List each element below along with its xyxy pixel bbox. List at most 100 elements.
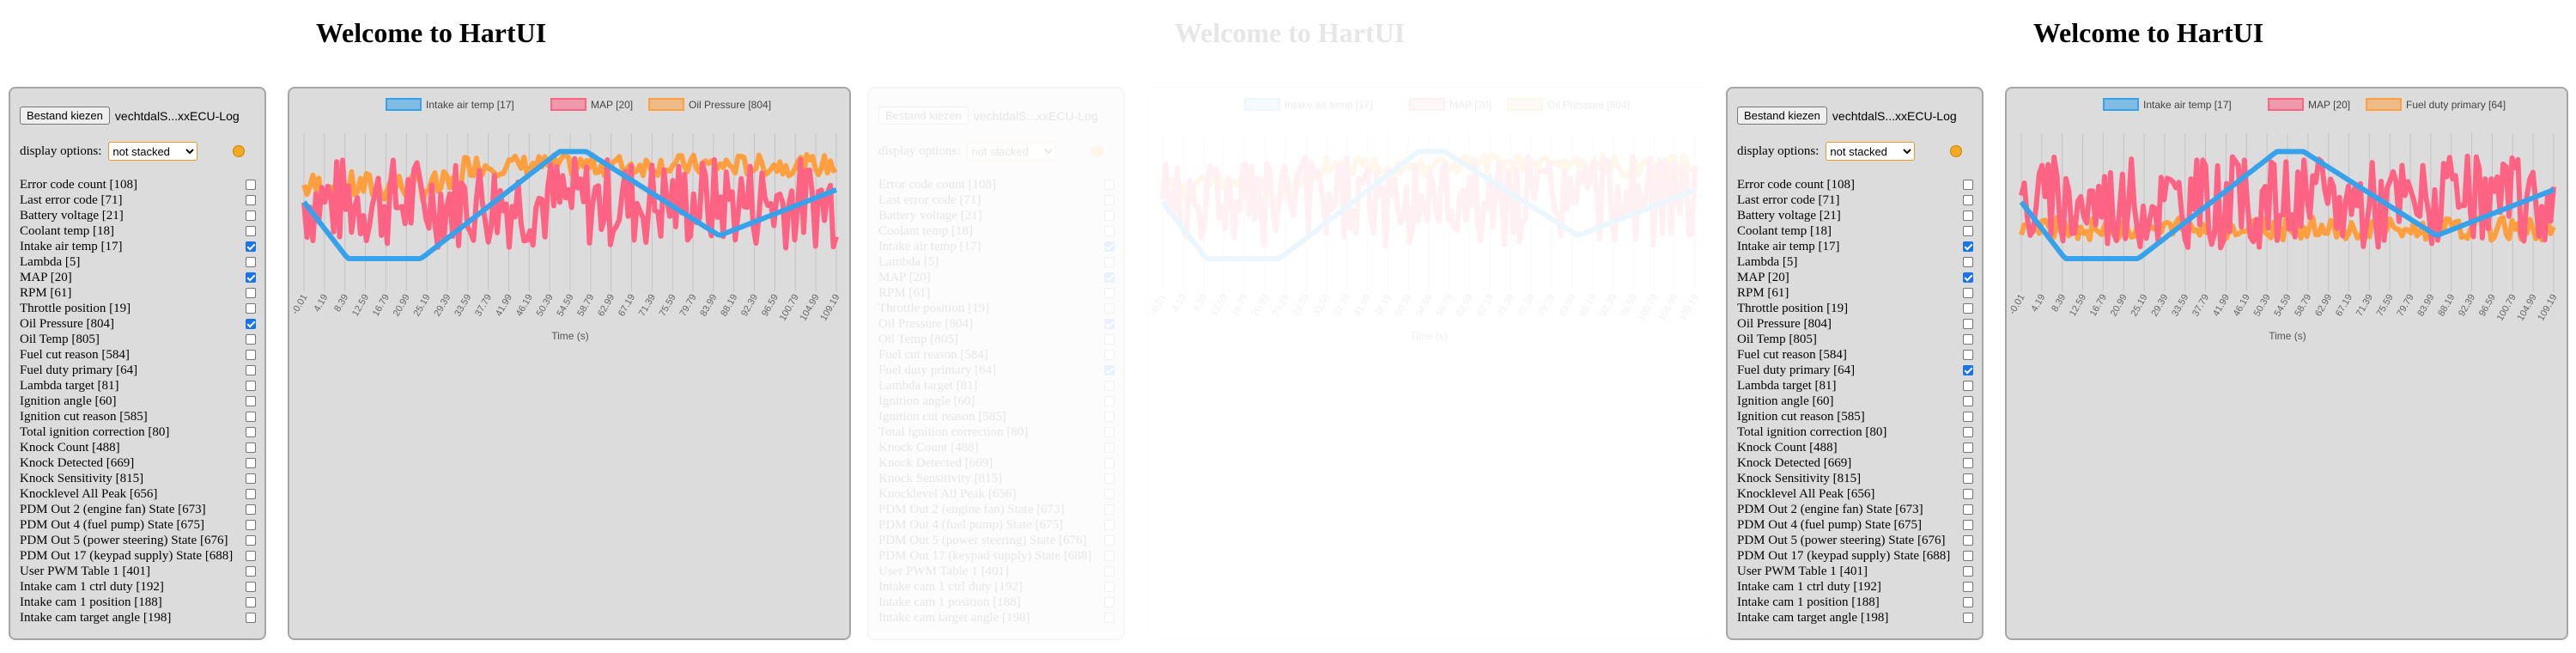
channel-checkbox[interactable] [246,535,256,546]
channel-row[interactable]: PDM Out 4 (fuel pump) State [675] [20,517,256,533]
channel-checkbox[interactable] [1104,613,1115,623]
channel-row[interactable]: Knocklevel All Peak [656] [20,486,256,502]
channel-checkbox[interactable] [1963,458,1973,468]
channel-checkbox[interactable] [246,257,256,267]
channel-checkbox[interactable] [1963,504,1973,515]
channel-checkbox[interactable] [246,195,256,205]
channel-row[interactable]: Error code count [108] [878,177,1115,192]
channel-row[interactable]: Knocklevel All Peak [656] [878,486,1115,502]
channel-row[interactable]: Oil Pressure [804] [20,316,256,332]
channel-checkbox[interactable] [246,381,256,391]
channel-row[interactable]: User PWM Table 1 [401] [20,564,256,579]
channel-row[interactable]: Knock Sensitivity [815] [20,471,256,486]
channel-checkbox[interactable] [246,520,256,530]
channel-checkbox[interactable] [246,412,256,422]
channel-checkbox[interactable] [1963,195,1973,205]
channel-checkbox[interactable] [1963,551,1973,561]
channel-checkbox[interactable] [246,226,256,236]
channel-row[interactable]: Throttle position [19] [1737,301,1973,316]
channel-row[interactable]: Knock Detected [669] [1737,455,1973,471]
channel-checkbox[interactable] [1963,334,1973,345]
status-dot-icon[interactable] [1950,145,1962,157]
channel-checkbox[interactable] [246,566,256,577]
channel-checkbox[interactable] [1963,303,1973,314]
channel-row[interactable]: Fuel duty primary [64] [1737,363,1973,378]
channel-checkbox[interactable] [246,613,256,623]
channel-checkbox[interactable] [1963,473,1973,484]
channel-checkbox[interactable] [1104,241,1115,252]
channel-checkbox[interactable] [1104,226,1115,236]
channel-row[interactable]: Ignition cut reason [585] [20,409,256,424]
channel-row[interactable]: Intake cam 1 ctrl duty [192] [20,579,256,595]
channel-row[interactable]: Knock Count [488] [878,440,1115,455]
channel-row[interactable]: Lambda target [81] [20,378,256,394]
channel-row[interactable]: Coolant temp [18] [1737,223,1973,239]
channel-checkbox[interactable] [1963,381,1973,391]
channel-row[interactable]: Oil Temp [805] [20,332,256,347]
channel-checkbox[interactable] [1963,272,1973,283]
channel-row[interactable]: Knock Sensitivity [815] [1737,471,1973,486]
channel-checkbox[interactable] [246,504,256,515]
channel-checkbox[interactable] [1963,597,1973,607]
channel-checkbox[interactable] [246,396,256,406]
channel-checkbox[interactable] [1963,211,1973,221]
channel-row[interactable]: Oil Pressure [804] [878,316,1115,332]
channel-row[interactable]: Ignition cut reason [585] [1737,409,1973,424]
channel-checkbox[interactable] [1963,489,1973,499]
channel-checkbox[interactable] [246,272,256,283]
channel-row[interactable]: Intake cam 1 position [188] [1737,595,1973,610]
channel-row[interactable]: Intake air temp [17] [1737,239,1973,254]
legend-item[interactable]: Intake air temp [17] [1244,98,1373,111]
channel-row[interactable]: User PWM Table 1 [401] [878,564,1115,579]
channel-checkbox[interactable] [1104,582,1115,592]
channel-checkbox[interactable] [1104,535,1115,546]
channel-checkbox[interactable] [246,582,256,592]
channel-row[interactable]: Lambda [5] [20,254,256,270]
channel-checkbox[interactable] [1963,412,1973,422]
channel-row[interactable]: PDM Out 4 (fuel pump) State [675] [878,517,1115,533]
display-options-select[interactable]: not stacked [967,142,1057,161]
channel-checkbox[interactable] [1104,427,1115,437]
channel-checkbox[interactable] [246,334,256,345]
channel-row[interactable]: Knock Sensitivity [815] [878,471,1115,486]
channel-row[interactable]: Intake cam 1 ctrl duty [192] [878,579,1115,595]
channel-checkbox[interactable] [1104,195,1115,205]
channel-row[interactable]: Ignition angle [60] [1737,394,1973,409]
channel-checkbox[interactable] [1104,396,1115,406]
channel-row[interactable]: Intake cam target angle [198] [20,610,256,626]
channel-row[interactable]: Fuel cut reason [584] [1737,347,1973,363]
channel-checkbox[interactable] [1104,381,1115,391]
channel-checkbox[interactable] [1963,350,1973,360]
channel-checkbox[interactable] [1104,442,1115,453]
channel-checkbox[interactable] [1963,566,1973,577]
channel-row[interactable]: Error code count [108] [1737,177,1973,192]
channel-row[interactable]: Total ignition correction [80] [1737,424,1973,440]
channel-row[interactable]: Lambda target [81] [1737,378,1973,394]
channel-row[interactable]: Fuel duty primary [64] [878,363,1115,378]
channel-row[interactable]: MAP [20] [20,270,256,285]
channel-row[interactable]: Oil Temp [805] [878,332,1115,347]
channel-row[interactable]: Battery voltage [21] [20,208,256,223]
channel-checkbox[interactable] [246,427,256,437]
legend-item[interactable]: Oil Pressure [804] [1507,98,1630,111]
channel-checkbox[interactable] [1963,582,1973,592]
legend-item[interactable]: Fuel duty primary [64] [2366,98,2506,111]
channel-checkbox[interactable] [1963,180,1973,190]
channel-checkbox[interactable] [246,319,256,329]
channel-checkbox[interactable] [1104,504,1115,515]
channel-row[interactable]: Fuel duty primary [64] [20,363,256,378]
channel-checkbox[interactable] [246,303,256,314]
channel-checkbox[interactable] [1963,288,1973,298]
legend-item[interactable]: MAP [20] [550,98,633,111]
choose-file-button[interactable]: Bestand kiezen [1737,107,1827,125]
channel-row[interactable]: Throttle position [19] [878,301,1115,316]
channel-checkbox[interactable] [246,241,256,252]
channel-row[interactable]: Knocklevel All Peak [656] [1737,486,1973,502]
channel-row[interactable]: Ignition angle [60] [878,394,1115,409]
channel-row[interactable]: Oil Temp [805] [1737,332,1973,347]
channel-row[interactable]: PDM Out 17 (keypad supply) State [688] [20,548,256,564]
channel-checkbox[interactable] [1104,473,1115,484]
channel-checkbox[interactable] [1104,365,1115,375]
channel-checkbox[interactable] [246,489,256,499]
channel-row[interactable]: Knock Detected [669] [878,455,1115,471]
